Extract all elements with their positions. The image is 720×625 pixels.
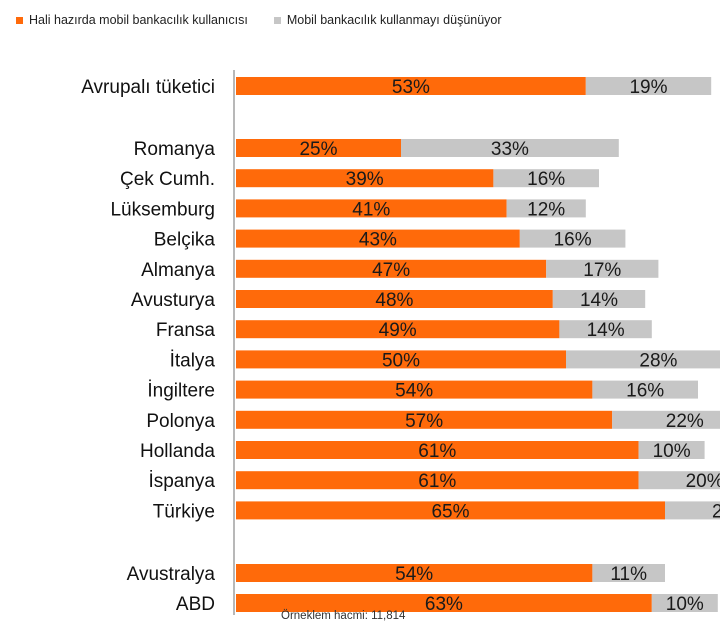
category-label: Lüksemburg [110, 199, 215, 220]
data-label-current-users: 47% [372, 260, 410, 281]
bar-current-users [236, 441, 639, 459]
legend-item-current-users: Hali hazırda mobil bankacılık kullanıcıs… [16, 13, 248, 27]
category-label: Avrupalı tüketici [81, 77, 215, 98]
bar-considering [612, 410, 720, 429]
bar-considering [546, 259, 659, 278]
data-label-current-users: 39% [346, 169, 384, 190]
data-label-considering: 20% [712, 501, 720, 522]
data-label-considering: 10% [666, 594, 704, 615]
legend-swatch-current-users [16, 16, 23, 24]
bar-current-users [236, 380, 593, 399]
bar-current-users [236, 564, 593, 582]
bar-current-users [236, 410, 613, 429]
data-label-considering: 16% [554, 230, 592, 251]
bar-current-users [236, 320, 560, 339]
legend-label-considering: Mobil bankacılık kullanmayı düşünüyor [286, 13, 502, 27]
data-label-considering: 14% [587, 320, 625, 341]
data-label-current-users: 54% [395, 564, 433, 585]
data-label-current-users: 50% [382, 350, 420, 371]
data-label-current-users: 41% [352, 199, 390, 220]
data-label-current-users: 43% [359, 230, 397, 251]
bar-current-users [236, 199, 507, 218]
data-label-current-users: 49% [379, 320, 417, 341]
data-label-considering: 16% [527, 169, 565, 190]
bar-current-users [236, 229, 520, 248]
data-label-considering: 12% [527, 199, 565, 220]
category-label: Avusturya [131, 290, 216, 311]
category-label: Hollanda [140, 441, 215, 462]
bar-considering [559, 320, 652, 339]
category-label: İtalya [170, 350, 216, 371]
bar-considering [401, 139, 619, 157]
bar-current-users [236, 501, 665, 520]
category-label: Türkiye [153, 501, 215, 522]
legend: Hali hazırda mobil bankacılık kullanıcıs… [16, 10, 528, 30]
bar-current-users [236, 290, 553, 308]
data-label-considering: 17% [583, 260, 621, 281]
bar-considering [566, 350, 720, 369]
category-label: Polonya [146, 411, 215, 432]
category-label: İngiltere [147, 381, 215, 402]
legend-item-considering: Mobil bankacılık kullanmayı düşünüyor [273, 13, 502, 27]
category-label: Romanya [134, 139, 216, 160]
category-label: Avustralya [127, 564, 216, 585]
bar-considering [506, 199, 586, 218]
bar-current-users [236, 139, 401, 157]
data-label-current-users: 61% [418, 441, 456, 462]
data-label-considering: 14% [580, 290, 618, 311]
category-label: Belçika [154, 230, 216, 251]
category-label: İspanya [148, 471, 215, 492]
data-label-considering: 22% [666, 411, 704, 432]
bar-considering [592, 380, 698, 399]
legend-swatch-considering [273, 16, 281, 24]
data-label-considering: 19% [629, 77, 667, 98]
category-label: Çek Cumh. [120, 169, 215, 190]
data-label-considering: 11% [610, 564, 647, 585]
category-label: Fransa [156, 320, 216, 341]
bar-considering [651, 594, 718, 612]
bar-considering [493, 169, 599, 188]
bar-current-users [236, 471, 639, 490]
sample-size-note: Örneklem hacmi: 11,814 [281, 610, 406, 622]
data-label-current-users: 61% [418, 471, 456, 492]
bar-current-users [236, 594, 652, 612]
data-label-considering: 28% [639, 350, 677, 371]
data-label-considering: 10% [653, 441, 691, 462]
data-label-considering: 16% [626, 381, 664, 402]
bar-current-users [236, 169, 494, 188]
data-label-considering: 20% [686, 471, 720, 492]
data-label-current-users: 54% [395, 381, 433, 402]
data-label-considering: 33% [491, 139, 529, 160]
data-label-current-users: 63% [425, 594, 463, 615]
bar-considering [519, 229, 626, 248]
bar-considering [638, 471, 720, 490]
bar-considering [585, 77, 712, 95]
bar-current-users [236, 350, 566, 369]
bar-current-users [236, 77, 586, 95]
legend-label-current-users: Hali hazırda mobil bankacılık kullanıcıs… [29, 13, 248, 27]
bar-current-users [236, 259, 547, 278]
data-label-current-users: 57% [405, 411, 443, 432]
bar-considering [638, 441, 705, 459]
data-label-current-users: 65% [431, 501, 469, 522]
data-label-current-users: 53% [392, 77, 430, 98]
category-label: ABD [176, 594, 215, 615]
category-label: Almanya [141, 260, 215, 281]
data-label-current-users: 25% [299, 139, 337, 160]
bar-considering [552, 290, 646, 308]
bar-considering [665, 501, 720, 520]
bar-considering [592, 564, 665, 582]
data-label-current-users: 48% [375, 290, 413, 311]
